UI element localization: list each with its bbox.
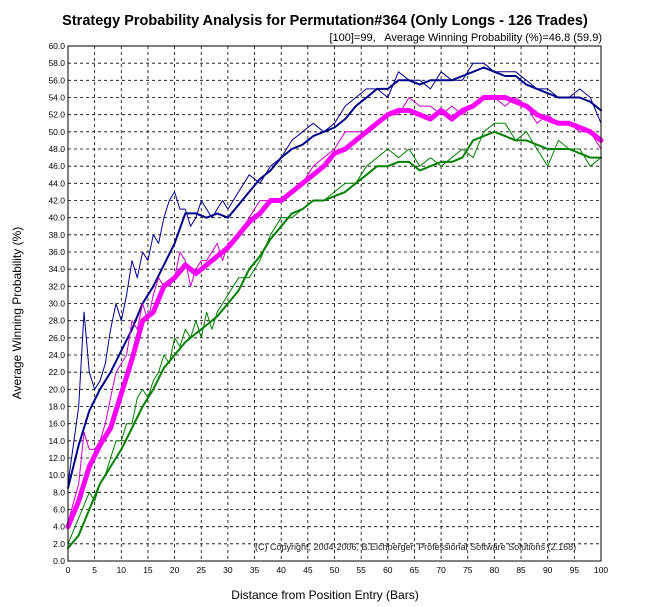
- y-tick-label: 60.0: [48, 41, 65, 51]
- plot-frame: [67, 45, 602, 562]
- y-tick-label: 58.0: [48, 58, 65, 68]
- x-axis-label: Distance from Position Entry (Bars): [231, 588, 419, 602]
- x-tick-label: 10: [117, 565, 127, 575]
- chart-title: Strategy Probability Analysis for Permut…: [62, 13, 588, 29]
- x-tick-label: 40: [276, 565, 286, 575]
- x-tick-label: 20: [170, 565, 180, 575]
- y-tick-label: 2.0: [53, 539, 65, 549]
- y-tick-label: 4.0: [53, 522, 65, 532]
- x-tick-label: 30: [223, 565, 233, 575]
- x-tick-label: 5: [92, 565, 97, 575]
- series-line-lower-smooth: [67, 130, 602, 550]
- x-tick-label: 80: [490, 565, 500, 575]
- y-tick-label: 28.0: [48, 316, 65, 326]
- x-tick-label: 65: [410, 565, 420, 575]
- x-tick-label: 55: [356, 565, 366, 575]
- y-tick-label: 44.0: [48, 178, 65, 188]
- x-tick-label: 100: [594, 565, 608, 575]
- y-tick-label: 42.0: [48, 196, 65, 206]
- y-tick-label: 8.0: [53, 487, 65, 497]
- y-tick-label: 38.0: [48, 230, 65, 240]
- x-tick-label: 0: [66, 565, 71, 575]
- y-tick-label: 46.0: [48, 161, 65, 171]
- x-tick-label: 45: [303, 565, 313, 575]
- y-tick-label: 52.0: [48, 110, 65, 120]
- x-tick-label: 50: [330, 565, 340, 575]
- y-tick-label: 36.0: [48, 247, 65, 257]
- y-tick-label: 10.0: [48, 470, 65, 480]
- y-tick-label: 48.0: [48, 144, 65, 154]
- series-line-upper-smooth: [67, 66, 602, 489]
- y-tick-label: 50.0: [48, 127, 65, 137]
- y-tick-label: 34.0: [48, 264, 65, 274]
- y-tick-label: 32.0: [48, 281, 65, 291]
- chart-subtitle: [100]=99, Average Winning Probability (%…: [329, 32, 602, 44]
- y-tick-label: 22.0: [48, 367, 65, 377]
- y-tick-label: 6.0: [53, 505, 65, 515]
- y-tick-label: 24.0: [48, 350, 65, 360]
- y-tick-label: 30.0: [48, 299, 65, 309]
- series-layer: [65, 62, 604, 550]
- y-tick-labels: 0.0 2.0 4.0 6.0 8.0 10.0 12.0 14.0 16.0 18.0 20.0 2…: [48, 41, 65, 566]
- x-tick-label: 35: [250, 565, 260, 575]
- x-tick-labels: 0 5 10 15 20 25 30 35 40 45 50 55 60 65 70 75 80 85 90 95 10…: [66, 565, 609, 575]
- y-tick-label: 0.0: [53, 556, 65, 566]
- x-tick-label: 25: [197, 565, 207, 575]
- x-tick-label: 95: [570, 565, 580, 575]
- series-line-upper-raw: [67, 62, 602, 485]
- x-tick-label: 15: [143, 565, 153, 575]
- x-tick-label: 90: [543, 565, 553, 575]
- x-tick-label: 75: [463, 565, 473, 575]
- y-tick-label: 20.0: [48, 384, 65, 394]
- x-tick-label: 60: [383, 565, 393, 575]
- series-line-average-smooth: [65, 95, 604, 530]
- y-tick-label: 16.0: [48, 419, 65, 429]
- y-tick-label: 12.0: [48, 453, 65, 463]
- copyright-note: (C) Copyright, 2004-2006, B.Eichberger, …: [255, 542, 577, 552]
- y-tick-label: 18.0: [48, 402, 65, 412]
- x-tick-label: 70: [436, 565, 446, 575]
- y-tick-label: 40.0: [48, 213, 65, 223]
- x-tick-label: 85: [516, 565, 526, 575]
- y-axis-label: Average Winning Probability (%): [10, 226, 24, 400]
- y-tick-label: 26.0: [48, 333, 65, 343]
- y-tick-label: 14.0: [48, 436, 65, 446]
- y-tick-label: 54.0: [48, 93, 65, 103]
- y-tick-label: 56.0: [48, 75, 65, 85]
